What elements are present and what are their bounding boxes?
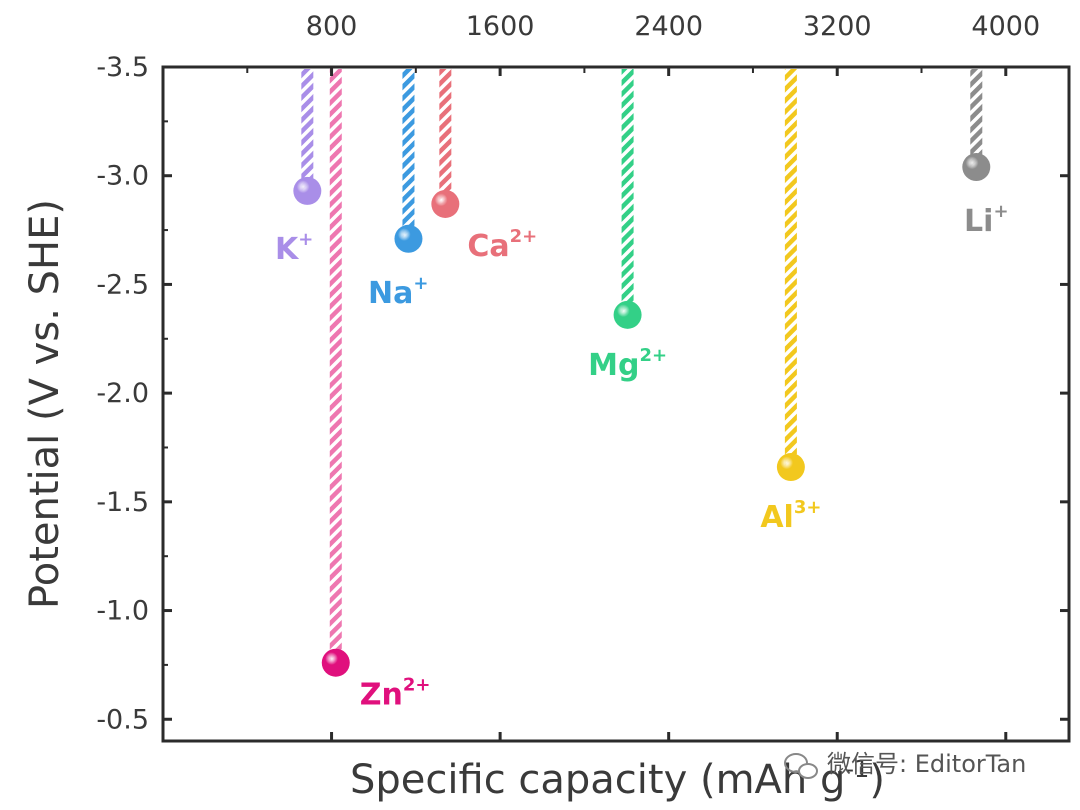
y-tick-label: -2.5 (96, 269, 149, 300)
stem-al (784, 69, 797, 468)
point-zn (321, 648, 350, 677)
x-tick-label: 3200 (803, 11, 872, 42)
label-ca: Ca2+ (467, 226, 537, 264)
point-ca (431, 189, 460, 218)
label-na: Na+ (368, 273, 428, 311)
ion-symbol: K (275, 232, 300, 267)
y-tick-label: -1.0 (96, 596, 149, 627)
ion-symbol: Zn (360, 678, 403, 713)
point-li (962, 153, 991, 182)
ion-symbol: Mg (588, 348, 639, 383)
y-tick-label: -3.5 (96, 52, 149, 83)
watermark: 微信号: EditorTan (784, 750, 1026, 779)
label-k: K+ (275, 229, 313, 267)
ion-symbol: Al (760, 500, 794, 535)
y-tick-label: -0.5 (96, 704, 149, 735)
label-zn: Zn2+ (360, 675, 431, 713)
label-al: Al3+ (760, 497, 821, 535)
y-axis-title: Potential (V vs. SHE) (22, 199, 68, 609)
stem-li (970, 69, 983, 168)
x-axis-title: Specific capacity (mAh g-1) (350, 755, 885, 803)
wechat-icon (784, 753, 818, 779)
label-mg: Mg2+ (588, 345, 667, 383)
x-tick-label: 1600 (466, 11, 535, 42)
stem-na (402, 69, 415, 239)
point-al (776, 453, 805, 482)
ion-symbol: Li (964, 204, 993, 239)
point-k (293, 176, 322, 205)
ion-charge: + (298, 229, 313, 250)
ion-symbol: Ca (467, 229, 509, 264)
stem-zn (329, 69, 342, 663)
x-tick-label: 4000 (971, 11, 1040, 42)
stem-ca (439, 69, 452, 204)
watermark-text: 微信号: EditorTan (827, 750, 1026, 778)
x-tick-label: 2400 (634, 11, 703, 42)
stem-mg (621, 69, 634, 315)
x-tick-label: 800 (306, 11, 358, 42)
x-axis-title-tail: ) (869, 757, 885, 803)
ion-charge: 2+ (510, 226, 538, 247)
point-na (394, 224, 423, 253)
stem-k (301, 69, 314, 191)
label-li: Li+ (964, 201, 1009, 239)
ion-symbol: Na (368, 276, 413, 311)
plot-frame (161, 65, 1071, 743)
x-axis-title-main: Specific capacity (mAh g (350, 757, 845, 803)
point-mg (613, 300, 642, 329)
ion-charge: + (413, 273, 428, 294)
ion-charge: 3+ (794, 497, 822, 518)
y-tick-label: -3.0 (96, 161, 149, 192)
x-axis-title-sup: -1 (845, 755, 869, 783)
chart-marks: K+Zn2+Na+Ca2+Mg2+Al3+Li+ (275, 69, 1009, 713)
ion-charge: 2+ (639, 345, 667, 366)
y-tick-label: -2.0 (96, 378, 149, 409)
y-tick-label: -1.5 (96, 487, 149, 518)
ion-charge: 2+ (403, 675, 431, 696)
axes: -3.5 -3.0 -2.5 -2.0 -1.5 -1.0 -0.5 800 1600 2400 3… (96, 11, 1069, 741)
ion-charge: + (993, 201, 1008, 222)
